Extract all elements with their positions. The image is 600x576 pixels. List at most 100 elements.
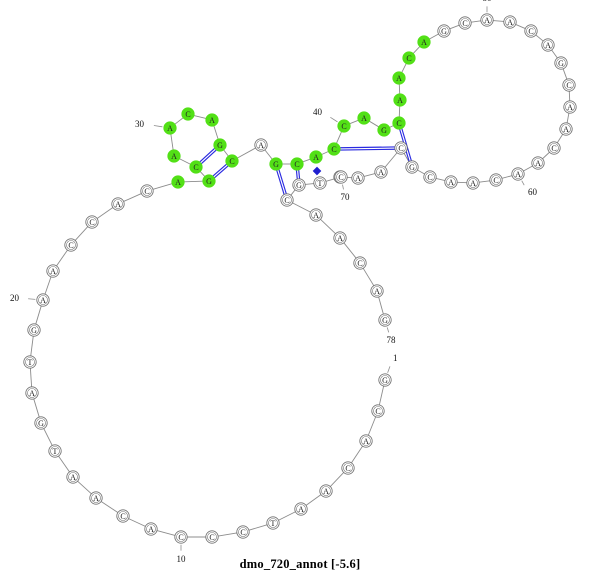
backbone-link [320, 218, 336, 235]
nucleotide-node[interactable]: G [34, 416, 48, 430]
nucleotide-node[interactable]: A [89, 491, 103, 505]
nucleotide-node[interactable]: C [423, 170, 437, 184]
nucleotide-base-letter: C [396, 119, 401, 128]
nucleotide-node[interactable]: C [524, 24, 538, 38]
nucleotide-node[interactable]: C [327, 142, 341, 156]
nucleotide-node[interactable]: C [394, 141, 408, 155]
nucleotide-node[interactable]: G [378, 313, 392, 327]
nucleotide-node[interactable]: A [511, 167, 525, 181]
nucleotide-node[interactable]: C [489, 173, 503, 187]
nucleotide-node[interactable]: C [236, 525, 250, 539]
nucleotide-base-letter: G [409, 163, 415, 172]
nucleotide-node[interactable]: A [25, 386, 39, 400]
nucleotide-node[interactable]: A [357, 111, 371, 125]
nucleotide-base-letter: A [361, 114, 367, 123]
nucleotide-node[interactable]: C [64, 238, 78, 252]
nucleotide-node[interactable]: C [402, 51, 416, 65]
nucleotide-node[interactable]: C [337, 119, 351, 133]
nucleotide-node[interactable]: A [144, 522, 158, 536]
nucleotide-node[interactable]: A [417, 35, 431, 49]
nucleotide-inner-ring [36, 418, 46, 428]
nucleotide-node[interactable]: A [559, 122, 573, 136]
backbone-link [479, 180, 490, 183]
nucleotide-node[interactable]: A [171, 175, 185, 189]
nucleotide-node[interactable]: C [334, 170, 348, 184]
nucleotide-node[interactable]: G [378, 373, 392, 387]
nucleotide-node[interactable]: C [341, 461, 355, 475]
nucleotide-inner-ring [176, 532, 186, 542]
nucleotide-node[interactable]: C [140, 184, 154, 198]
nucleotide-node[interactable]: A [393, 93, 407, 107]
nucleotide-node[interactable]: A [163, 121, 177, 135]
nucleotide-node[interactable]: A [351, 171, 365, 185]
nucleotide-node[interactable]: A [541, 38, 555, 52]
nucleotide-node[interactable]: A [370, 284, 384, 298]
nucleotide-node[interactable]: A [66, 470, 80, 484]
nucleotide-inner-ring [491, 175, 501, 185]
nucleotide-node[interactable]: C [116, 509, 130, 523]
nucleotide-node[interactable]: C [458, 16, 472, 30]
nucleotide-node[interactable]: A [531, 156, 545, 170]
nucleotide-node[interactable]: A [111, 197, 125, 211]
nucleotide-node[interactable]: A [392, 71, 406, 85]
nucleotide-node[interactable]: C [371, 404, 385, 418]
nucleotide-circle [205, 113, 219, 127]
nucleotide-node[interactable]: G [27, 323, 41, 337]
nucleotide-node[interactable]: T [266, 516, 280, 530]
nucleotide-node[interactable]: A [319, 484, 333, 498]
nucleotide-node[interactable]: T [48, 444, 62, 458]
nucleotide-base-letter: C [551, 144, 556, 153]
nucleotide-node[interactable]: A [309, 208, 323, 222]
nucleotide-node[interactable]: C [189, 160, 203, 174]
nucleotide-node[interactable]: T [23, 355, 37, 369]
nucleotide-node[interactable]: A [444, 175, 458, 189]
nucleotide-node[interactable]: A [309, 150, 323, 164]
nucleotide-inner-ring [113, 199, 123, 209]
nucleotide-node[interactable]: G [269, 157, 283, 171]
nucleotide-node[interactable]: A [333, 231, 347, 245]
nucleotide-node[interactable]: C [205, 530, 219, 544]
nucleotide-base-letter: T [318, 179, 323, 188]
nucleotide-base-letter: A [421, 38, 427, 47]
nucleotide-node[interactable]: A [254, 138, 268, 152]
nucleotide-node[interactable]: C [547, 141, 561, 155]
nucleotide-node[interactable]: G [405, 160, 419, 174]
nucleotide-node[interactable]: G [202, 174, 216, 188]
nucleotide-node[interactable]: C [353, 256, 367, 270]
backbone-link [556, 134, 564, 143]
position-number-label: 78 [387, 335, 397, 345]
nucleotide-base-letter: C [566, 81, 571, 90]
nucleotide-node[interactable]: C [280, 193, 294, 207]
nucleotide-node[interactable]: A [294, 502, 308, 516]
nucleotide-inner-ring [468, 178, 478, 188]
nucleotide-node[interactable]: G [377, 123, 391, 137]
nucleotide-base-letter: C [357, 259, 362, 268]
nucleotide-inner-ring [380, 375, 390, 385]
nucleotide-node[interactable]: C [225, 154, 239, 168]
nucleotide-node[interactable]: A [480, 13, 494, 27]
nucleotide-node[interactable]: C [181, 107, 195, 121]
nucleotide-node[interactable]: A [563, 100, 577, 114]
nucleotide-inner-ring [373, 406, 383, 416]
nucleotide-node[interactable]: G [554, 56, 568, 70]
nucleotide-node[interactable]: A [466, 176, 480, 190]
nucleotide-node[interactable]: G [213, 138, 227, 152]
nucleotide-node[interactable]: C [392, 116, 406, 130]
nucleotide-node[interactable]: T [313, 176, 327, 190]
nucleotide-node[interactable]: A [374, 165, 388, 179]
position-number-label: 70 [341, 192, 351, 202]
nucleotide-node[interactable]: C [174, 530, 188, 544]
nucleotide-node[interactable]: A [36, 293, 50, 307]
nucleotide-node[interactable]: A [503, 15, 517, 29]
nucleotide-node[interactable]: A [205, 113, 219, 127]
nucleotide-node[interactable]: A [167, 149, 181, 163]
nucleotide-node[interactable]: A [46, 264, 60, 278]
nucleotide-node[interactable]: G [437, 24, 451, 38]
nucleotide-node[interactable]: C [290, 157, 304, 171]
nucleotide-node[interactable]: A [359, 434, 373, 448]
nucleotide-node[interactable]: C [85, 215, 99, 229]
nucleotide-inner-ring [25, 357, 35, 367]
nucleotide-base-letter: A [337, 234, 343, 243]
nucleotide-node[interactable]: C [562, 78, 576, 92]
nucleotide-node[interactable]: G [292, 178, 306, 192]
